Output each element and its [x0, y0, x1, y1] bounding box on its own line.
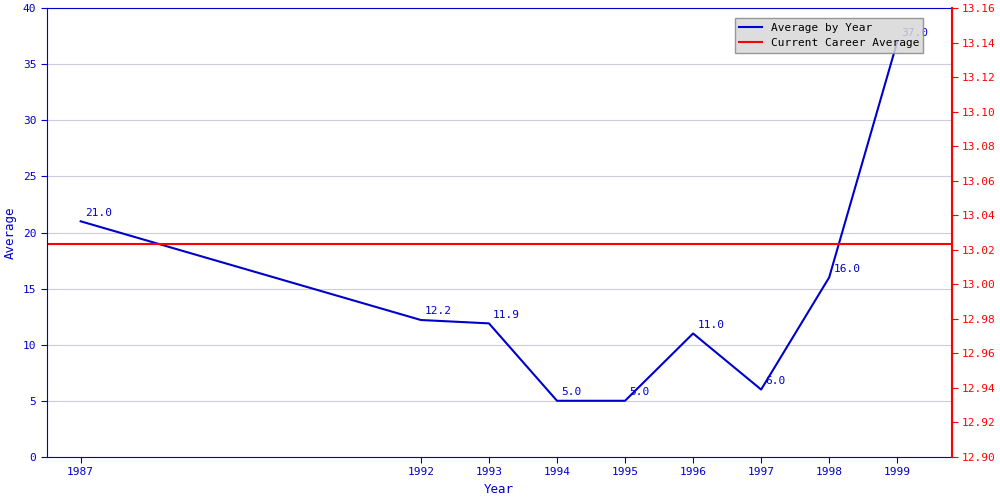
Text: 37.0: 37.0	[901, 28, 928, 38]
Average by Year	[687, 330, 699, 336]
Average by Year	[823, 274, 835, 280]
Average by Year	[619, 398, 631, 404]
Line: Average by Year: Average by Year	[81, 42, 897, 401]
Text: 12.2: 12.2	[425, 306, 452, 316]
Average by Year	[755, 386, 767, 392]
Legend: Average by Year, Current Career Average: Average by Year, Current Career Average	[735, 18, 923, 52]
Text: 6.0: 6.0	[765, 376, 786, 386]
Average by Year	[891, 39, 903, 45]
Average by Year	[483, 320, 495, 326]
X-axis label: Year: Year	[484, 483, 514, 496]
Text: 5.0: 5.0	[561, 387, 581, 397]
Text: 21.0: 21.0	[85, 208, 112, 218]
Average by Year	[551, 398, 563, 404]
Average by Year	[75, 218, 87, 224]
Y-axis label: Average: Average	[4, 206, 17, 259]
Text: 16.0: 16.0	[833, 264, 860, 274]
Text: 11.0: 11.0	[697, 320, 724, 330]
Text: 5.0: 5.0	[629, 387, 649, 397]
Average by Year	[415, 317, 427, 323]
Text: 11.9: 11.9	[493, 310, 520, 320]
